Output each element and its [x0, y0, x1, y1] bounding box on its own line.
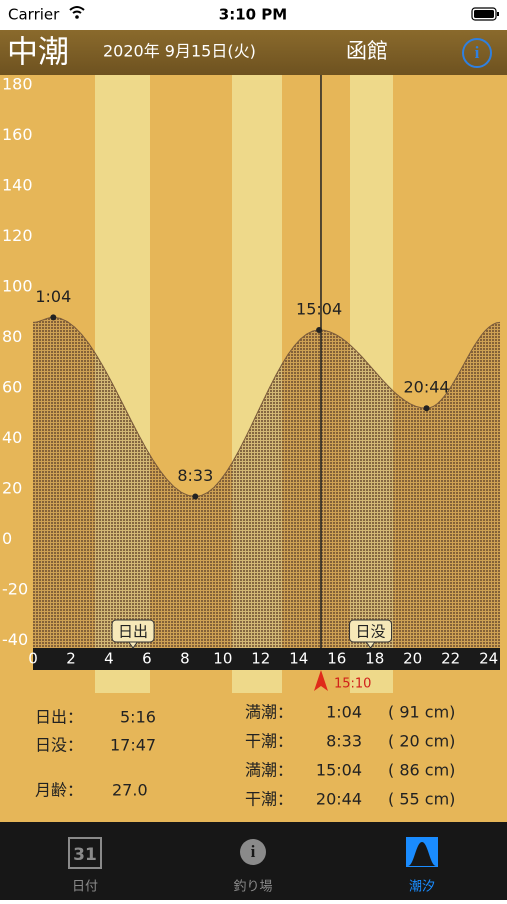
sun-marker-box: [111, 619, 155, 643]
battery: [471, 7, 497, 21]
location[interactable]: 函館: [346, 39, 388, 63]
sun-marker-box: [349, 619, 393, 643]
tide-height: ( 20 cm): [388, 732, 455, 751]
plot: -40-200204060801001201401601801:048:3315…: [2, 75, 501, 692]
calendar-number: 31: [73, 845, 97, 865]
x-tick-label: 16: [327, 650, 346, 668]
tide-point: [192, 493, 199, 500]
current-time-label: 15:10: [334, 677, 371, 692]
wifi-icon: [69, 6, 85, 14]
battery-tip: [497, 12, 499, 16]
sun-marker-label: 日没: [356, 623, 386, 641]
y-tick-label: 60: [2, 378, 22, 397]
info-glyph: i: [475, 43, 480, 62]
x-tick-label: 2: [66, 650, 76, 668]
tide-point-label: 8:33: [177, 466, 213, 485]
header: [0, 30, 507, 75]
tide-time: 15:04: [316, 761, 362, 780]
wifi-dot: [75, 15, 79, 19]
y-tick-label: 80: [2, 327, 22, 346]
tide-type: 干潮：: [245, 732, 293, 751]
tide-point-label: 15:04: [296, 299, 342, 318]
tab-label[interactable]: 日付: [72, 880, 98, 895]
calendar-icon: [68, 837, 102, 869]
tide-table: 満潮： 1:04 ( 91 cm) 干潮： 8:33 ( 20 cm) 満潮： 15:04 ( …: [245, 703, 455, 809]
status-bar: [0, 0, 507, 30]
tide-type: 満潮：: [245, 703, 293, 722]
x-tick-label: 6: [142, 650, 152, 668]
x-tick-label: 20: [403, 650, 422, 668]
tide-point: [50, 314, 57, 321]
date[interactable]: 2020年 9月15日(火): [103, 42, 256, 61]
y-tick-label: 180: [2, 75, 33, 94]
y-tick-label: -20: [2, 579, 28, 598]
info-tab-icon: [240, 839, 266, 865]
x-tick-label: 18: [365, 650, 384, 668]
tide-name: 中潮: [7, 35, 69, 71]
x-tick-label: 14: [289, 650, 308, 668]
y-tick-label: 100: [2, 277, 33, 296]
x-tick-label: 0: [28, 650, 38, 668]
tide-height: ( 91 cm): [388, 703, 455, 722]
tide-point-label: 20:44: [403, 378, 449, 397]
y-tick-label: 160: [2, 125, 33, 144]
info-button[interactable]: [462, 38, 492, 68]
current-time-arrow: [313, 670, 328, 691]
tide-type: 干潮：: [245, 790, 293, 809]
tide-height: ( 55 cm): [388, 790, 455, 809]
x-axis-bar: [33, 648, 500, 670]
tab-label[interactable]: 潮汐: [409, 879, 435, 895]
y-tick-label: 20: [2, 478, 22, 497]
carrier: Carrier: [8, 6, 60, 24]
info-value: 27.0: [112, 781, 148, 800]
info-tab-glyph: i: [251, 842, 256, 861]
info-value: 5:16: [120, 708, 156, 727]
tide-time: 1:04: [326, 703, 362, 722]
x-tick-label: 22: [441, 650, 460, 668]
sun-marker-label: 日出: [118, 623, 148, 641]
info-label: 日出：: [35, 708, 83, 727]
tide-height: ( 86 cm): [388, 761, 455, 780]
x-tick-label: 4: [104, 650, 114, 668]
y-tick-label: 140: [2, 176, 33, 195]
sun-moon-info: 日出： 5:16 日没： 17:47 月齢： 27.0: [35, 708, 156, 800]
y-tick-label: -40: [2, 630, 28, 649]
info-label: 月齢：: [35, 781, 83, 800]
y-tick-label: 40: [2, 428, 22, 447]
x-tick-label: 12: [251, 650, 270, 668]
tab-label[interactable]: 釣り場: [233, 879, 272, 895]
tide-point-label: 1:04: [35, 287, 71, 306]
clock: 3:10 PM: [219, 6, 287, 24]
x-tick-label: 24: [479, 650, 498, 668]
x-tick-label: 8: [180, 650, 190, 668]
x-tick-label: 10: [213, 650, 232, 668]
info-label: 日没：: [35, 736, 83, 755]
tide-time: 8:33: [326, 732, 362, 751]
tide-tab-wave: [408, 842, 436, 866]
y-tick-label: 120: [2, 226, 33, 245]
info-value: 17:47: [110, 736, 156, 755]
tide-area: [33, 317, 500, 648]
tide-line: [32, 316, 501, 498]
tide-time: 20:44: [316, 790, 362, 809]
tide-type: 満潮：: [245, 761, 293, 780]
battery-level: [474, 10, 494, 18]
y-tick-label: 0: [2, 529, 12, 548]
tide-point: [423, 405, 430, 412]
